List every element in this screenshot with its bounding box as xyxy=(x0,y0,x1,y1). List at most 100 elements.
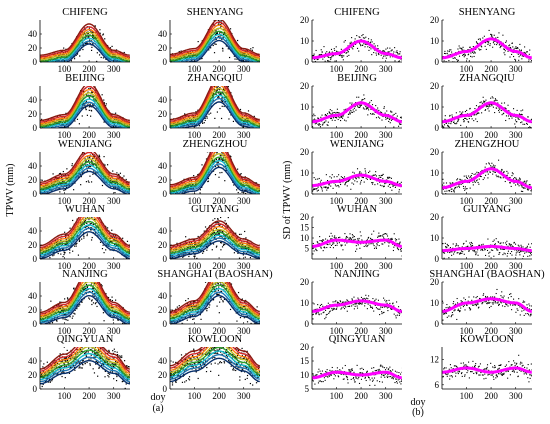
data-point xyxy=(62,124,64,126)
data-point xyxy=(172,187,175,190)
data-point xyxy=(104,38,106,40)
data-point xyxy=(222,36,224,38)
data-point xyxy=(102,33,105,35)
data-point xyxy=(118,174,120,176)
data-point xyxy=(89,103,91,105)
data-point xyxy=(178,189,180,191)
data-point xyxy=(216,152,218,154)
x-tick-label: 100 xyxy=(58,130,72,140)
y-tick-label: 0 xyxy=(163,123,168,133)
data-point xyxy=(91,91,94,93)
data-point xyxy=(52,252,54,254)
percentile-line xyxy=(40,164,130,192)
data-point xyxy=(219,231,221,233)
percentile-line xyxy=(40,29,130,59)
data-point xyxy=(203,122,205,124)
percentile-line xyxy=(40,224,130,256)
data-point xyxy=(183,189,185,191)
percentile-line xyxy=(170,240,260,259)
data-point xyxy=(75,165,78,167)
data-point xyxy=(219,154,221,156)
data-point xyxy=(85,288,87,290)
x-tick-label: 200 xyxy=(212,64,226,74)
data-point xyxy=(103,155,105,158)
data-point xyxy=(195,183,197,185)
data-point xyxy=(90,115,92,117)
data-point xyxy=(57,183,60,185)
data-point xyxy=(182,126,184,128)
panel-title: WENJIANG xyxy=(58,139,113,150)
data-point xyxy=(219,224,221,226)
data-point xyxy=(215,246,218,248)
data-point xyxy=(103,121,105,123)
data-point xyxy=(234,248,236,250)
data-point xyxy=(216,86,218,88)
data-point xyxy=(89,156,91,158)
data-point xyxy=(76,118,79,120)
data-point xyxy=(236,189,238,191)
data-point xyxy=(237,191,239,194)
data-point xyxy=(44,316,47,318)
data-point xyxy=(240,173,242,175)
data-point xyxy=(221,152,223,154)
data-point xyxy=(56,308,58,311)
data-point xyxy=(114,55,116,58)
data-point xyxy=(113,122,115,124)
data-point xyxy=(220,23,223,25)
data-point xyxy=(90,40,93,42)
data-point xyxy=(53,251,55,253)
percentile-line xyxy=(40,86,130,123)
data-point xyxy=(113,239,115,241)
data-point xyxy=(81,93,83,95)
data-point xyxy=(172,189,174,191)
data-point xyxy=(193,239,195,241)
y-tick-label: 20 xyxy=(158,43,168,53)
data-point xyxy=(195,179,197,181)
data-point xyxy=(198,239,200,242)
data-point xyxy=(65,241,68,243)
data-point xyxy=(208,49,210,51)
data-point xyxy=(228,235,231,238)
data-point xyxy=(218,165,220,167)
data-point xyxy=(220,117,223,120)
data-point xyxy=(175,60,177,62)
data-point xyxy=(84,220,86,222)
data-point xyxy=(60,185,62,187)
data-point xyxy=(224,243,226,246)
percentile-line xyxy=(60,43,116,62)
data-point xyxy=(236,168,239,170)
data-point xyxy=(248,251,250,253)
data-point xyxy=(245,245,247,248)
data-point xyxy=(182,125,184,127)
data-point xyxy=(89,154,91,156)
data-point xyxy=(70,60,72,62)
data-point xyxy=(86,286,88,289)
x-tick-label: 100 xyxy=(188,261,202,271)
data-point xyxy=(55,55,57,57)
data-point xyxy=(95,172,97,174)
data-point xyxy=(245,181,247,183)
data-point xyxy=(117,119,119,121)
data-point xyxy=(67,179,69,181)
data-point xyxy=(193,252,195,254)
data-point xyxy=(56,60,58,62)
data-point xyxy=(112,53,114,56)
percentile-line xyxy=(40,167,130,194)
panel-title: ZHANGQIU xyxy=(187,73,243,84)
data-point xyxy=(205,158,208,160)
data-point xyxy=(199,243,201,245)
percentile-line xyxy=(40,217,130,249)
data-point xyxy=(129,59,130,61)
data-point xyxy=(82,232,85,234)
y-tick-label: 0 xyxy=(33,123,38,133)
data-point xyxy=(177,126,179,128)
data-point xyxy=(97,162,99,164)
data-point xyxy=(216,230,218,232)
data-point xyxy=(246,60,248,62)
percentile-line xyxy=(40,95,130,128)
data-point xyxy=(244,122,246,125)
data-point xyxy=(235,232,237,234)
data-point xyxy=(102,34,104,36)
data-point xyxy=(230,114,232,116)
